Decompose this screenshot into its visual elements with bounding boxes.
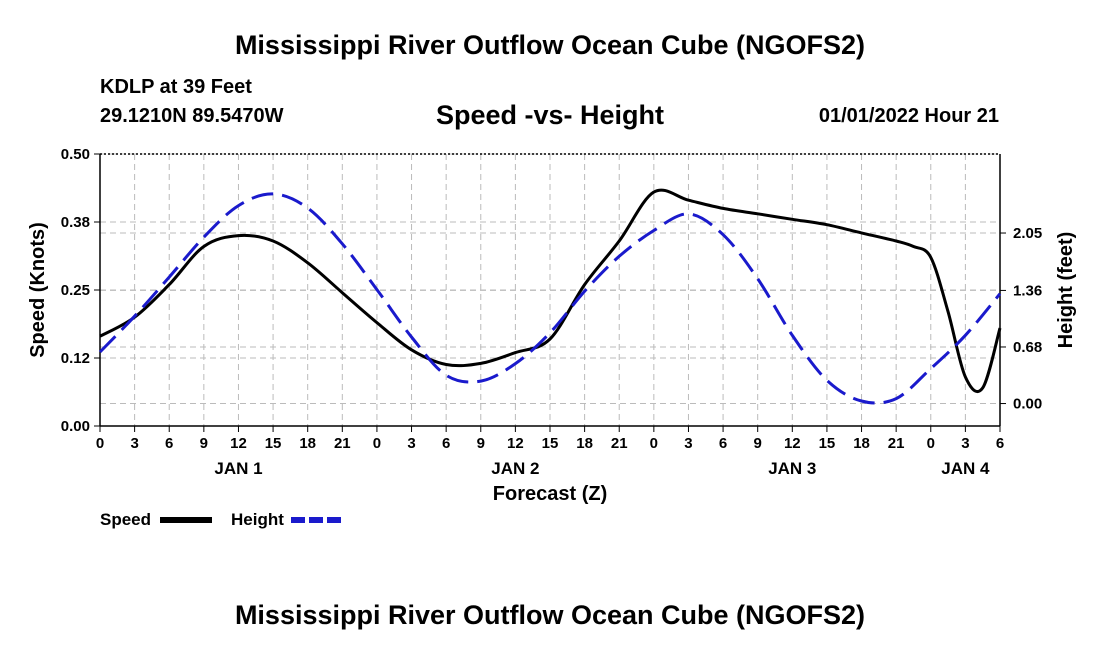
day-label: JAN 2 [491, 459, 539, 478]
y-tick-label: 0.25 [61, 282, 90, 299]
y2-tick-label: 0.00 [1013, 396, 1042, 413]
x-tick-label: 3 [130, 435, 138, 452]
x-tick-label: 15 [265, 435, 282, 452]
y2-tick-label: 0.68 [1013, 339, 1042, 356]
x-tick-label: 9 [200, 435, 208, 452]
x-tick-label: 9 [477, 435, 485, 452]
y2-tick-label: 1.36 [1013, 282, 1042, 299]
x-tick-label: 6 [719, 435, 727, 452]
forecast-datetime: 01/01/2022 Hour 21 [818, 105, 999, 127]
day-label: JAN 4 [941, 459, 990, 478]
x-tick-label: 18 [853, 435, 870, 452]
x-tick-label: 21 [888, 435, 905, 452]
y-tick-label: 0.12 [61, 350, 90, 367]
x-tick-label: 3 [407, 435, 415, 452]
x-tick-label: 6 [442, 435, 450, 452]
footer-title: Mississippi River Outflow Ocean Cube (NG… [234, 600, 866, 630]
day-label: JAN 3 [768, 459, 816, 478]
x-tick-label: 18 [576, 435, 593, 452]
chart-subtitle: Speed -vs- Height [435, 100, 665, 130]
x-tick-label: 12 [507, 435, 524, 452]
x-tick-label: 21 [334, 435, 351, 452]
x-tick-label: 9 [754, 435, 762, 452]
y2-tick-label: 2.05 [1013, 225, 1042, 242]
x-tick-label: 12 [784, 435, 801, 452]
x-tick-label: 3 [961, 435, 969, 452]
y-tick-label: 0.38 [61, 214, 90, 231]
x-tick-label: 15 [819, 435, 836, 452]
x-tick-label: 6 [996, 435, 1004, 452]
legend-label-speed: Speed [100, 510, 151, 529]
y-axis-title: Speed (Knots) [27, 222, 49, 358]
chart-title: Mississippi River Outflow Ocean Cube (NG… [234, 30, 866, 60]
x-tick-label: 18 [299, 435, 316, 452]
x-tick-label: 3 [684, 435, 692, 452]
x-tick-label: 21 [611, 435, 628, 452]
x-tick-label: 0 [96, 435, 104, 452]
x-tick-label: 0 [373, 435, 381, 452]
y-tick-label: 0.50 [61, 146, 90, 163]
speed-series-line [99, 188, 1002, 393]
station-coordinates: 29.1210N 89.5470W [100, 105, 284, 127]
day-label: JAN 1 [214, 459, 262, 478]
x-tick-label: 6 [165, 435, 173, 452]
y-tick-label: 0.00 [61, 418, 90, 435]
x-axis-title: Forecast (Z) [493, 483, 607, 505]
legend-label-height: Height [231, 510, 284, 529]
x-tick-label: 12 [230, 435, 247, 452]
station-label: KDLP at 39 Feet [100, 76, 252, 98]
x-tick-label: 0 [927, 435, 935, 452]
y2-axis-title: Height (feet) [1055, 232, 1077, 349]
x-tick-label: 15 [542, 435, 559, 452]
x-tick-label: 0 [650, 435, 658, 452]
